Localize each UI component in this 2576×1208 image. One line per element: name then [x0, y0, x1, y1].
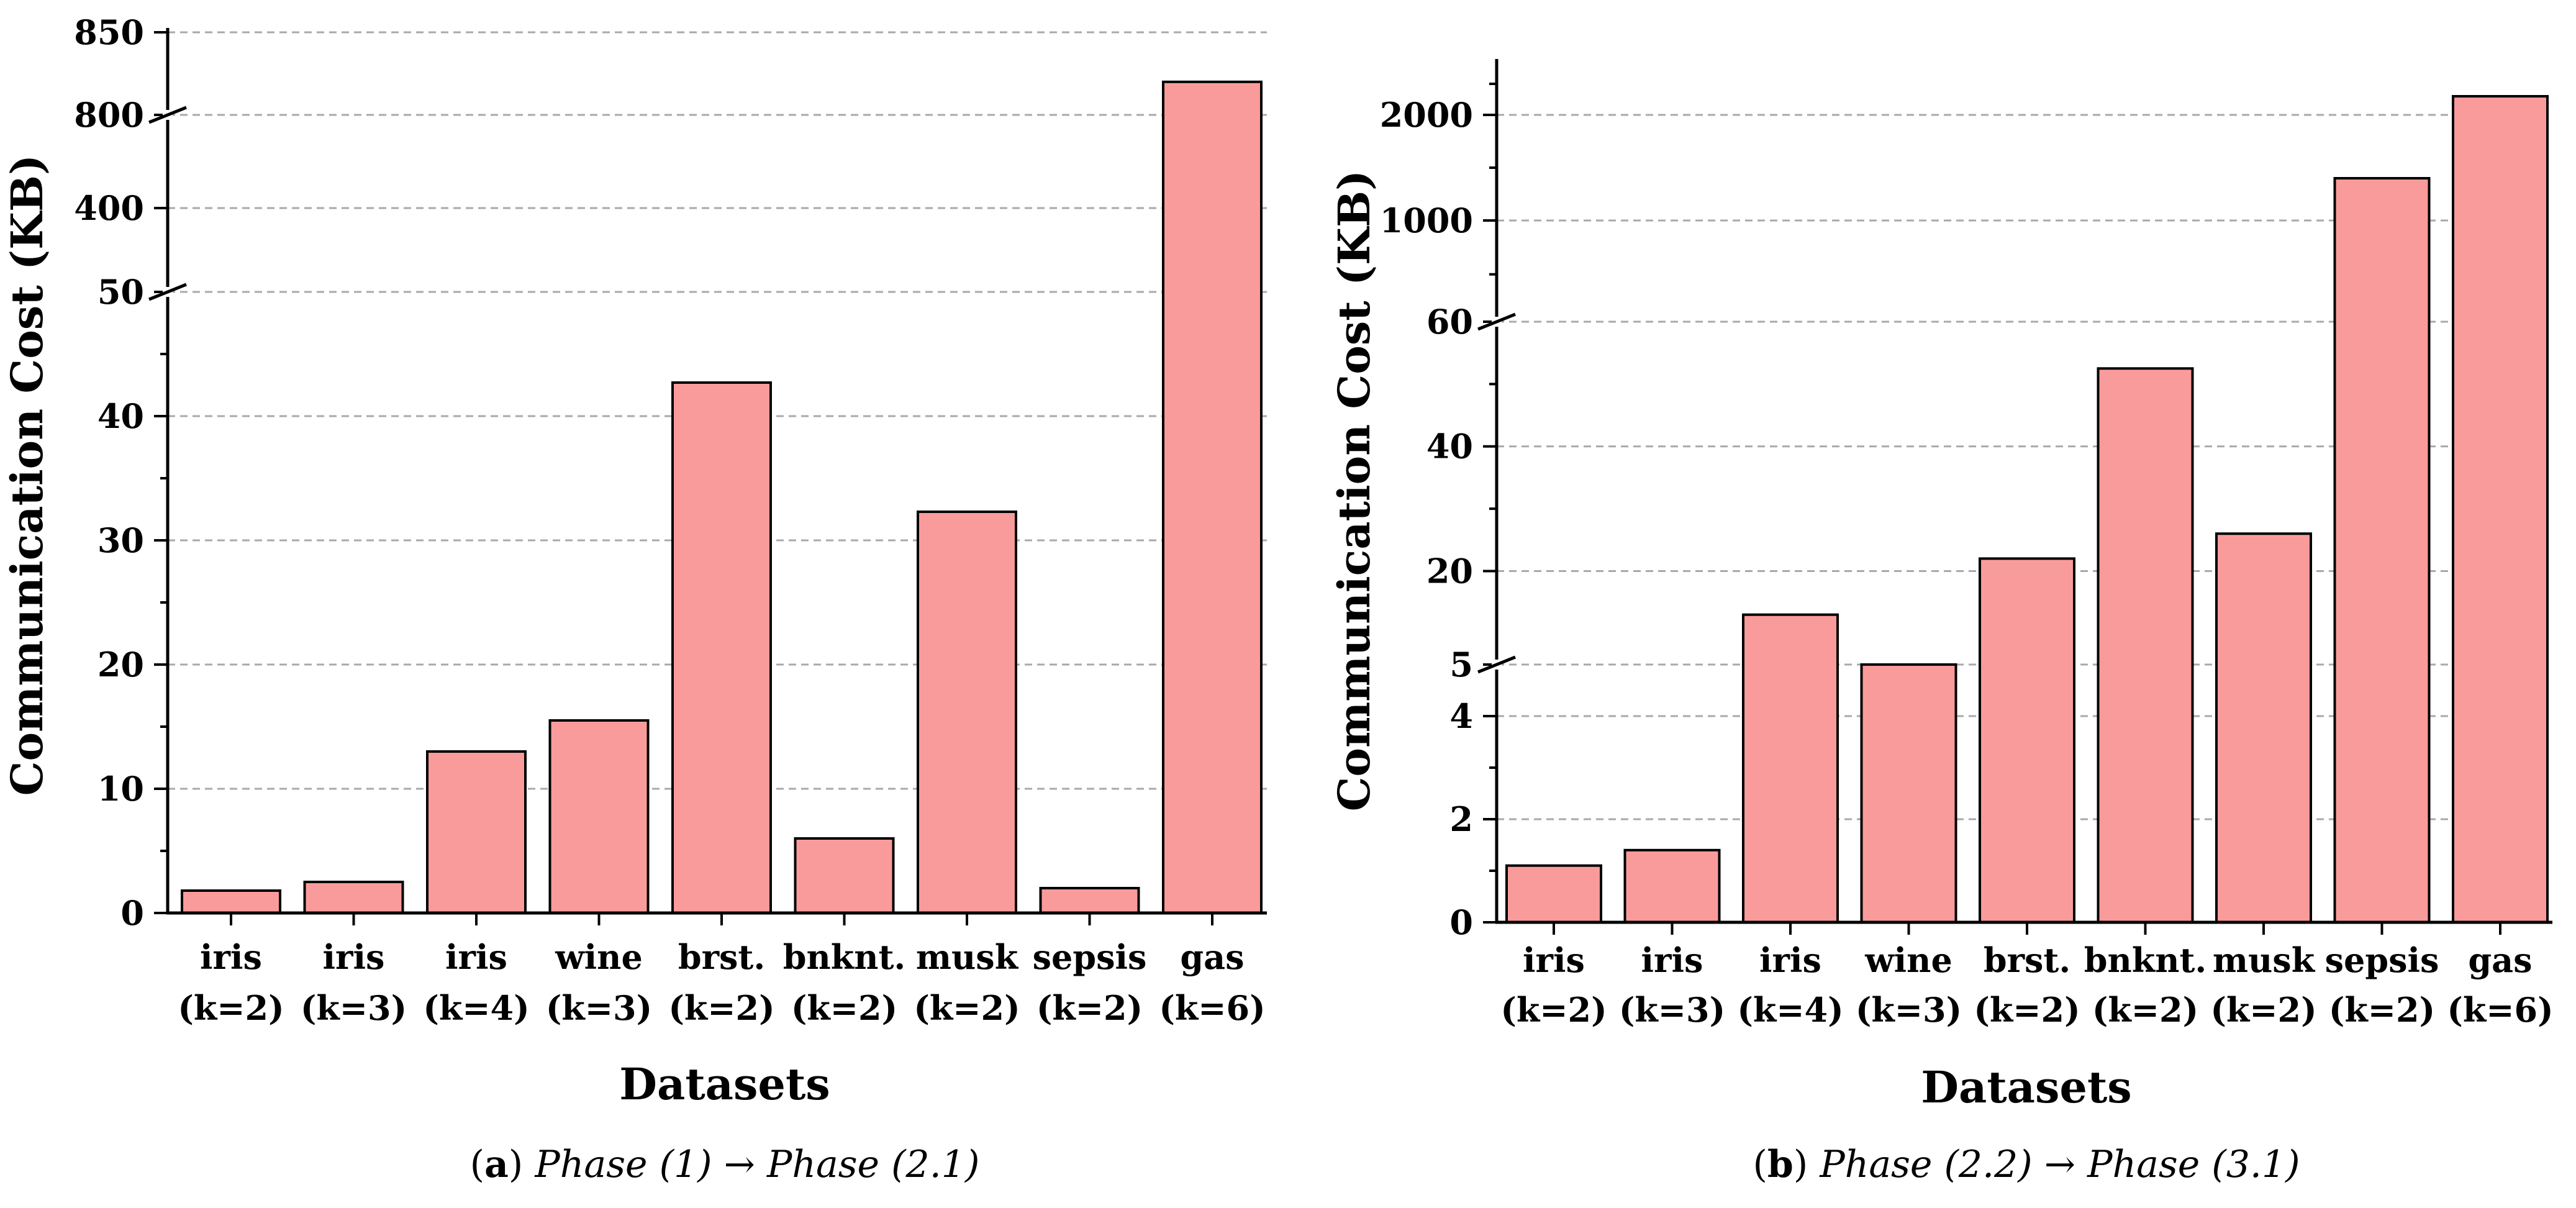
- x-tick-label-k: (k=2): [2092, 990, 2198, 1030]
- x-tick-label-name: wine: [1864, 940, 1952, 980]
- x-tick-label-name: bnknt.: [2084, 940, 2206, 980]
- bar-iris-1: [303, 881, 404, 914]
- x-tick-label-name: iris: [1759, 940, 1821, 980]
- x-axis-title: Datasets: [619, 1058, 830, 1110]
- bar-brst-4: [1979, 557, 2075, 924]
- y-tick-label: 40: [1426, 427, 1473, 466]
- x-tick-label-k: (k=2): [2329, 990, 2435, 1030]
- x-tick-label-k: (k=2): [1974, 990, 2080, 1030]
- axis-break-mark: [148, 283, 187, 301]
- bar-iris-2: [1742, 613, 1839, 924]
- x-tick-label-k: (k=2): [668, 988, 774, 1028]
- bar-gas-8: [1162, 80, 1263, 914]
- x-tick-label-k: (k=4): [423, 988, 529, 1028]
- x-tick-label-k: (k=4): [1737, 990, 1843, 1030]
- y-tick-label: 4: [1449, 696, 1473, 736]
- x-tick-label-k: (k=2): [1500, 990, 1607, 1030]
- x-tick-label-name: musk: [2213, 940, 2316, 980]
- x-tick-label-k: (k=2): [178, 988, 284, 1028]
- bar-iris-2: [426, 750, 527, 914]
- bar-sepsis-7: [2333, 177, 2431, 924]
- x-tick-label-name: wine: [555, 937, 643, 977]
- y-tick-label: 20: [1426, 551, 1473, 591]
- chart-panel-a: 0 10 20 30 40 50 400 800 850 iris (k=2) iris (k=3) ir…: [1, 12, 1267, 1186]
- x-tick-label-k: (k=6): [1159, 988, 1265, 1028]
- x-tick-label-name: brst.: [678, 937, 765, 977]
- x-tick-label-k: (k=3): [1619, 990, 1725, 1030]
- x-tick-label-name: iris: [1641, 940, 1703, 980]
- x-tick-label-name: brst.: [1984, 940, 2070, 980]
- bar-bnknt-5: [2097, 367, 2194, 924]
- x-tick-label-k: (k=2): [914, 988, 1020, 1028]
- y-tick-label: 400: [74, 188, 144, 228]
- x-tick-label-k: (k=3): [301, 988, 407, 1028]
- panel-caption: (b) Phase (2.2) → Phase (3.1): [1753, 1143, 2300, 1186]
- caption-arrow: →: [2033, 1143, 2087, 1186]
- x-tick-label-k: (k=2): [2210, 990, 2316, 1030]
- y-axis-title: Communication Cost (KB): [1328, 170, 1380, 812]
- y-tick-label: 1000: [1380, 201, 1473, 240]
- y-tick-label: 10: [98, 769, 144, 809]
- axis-break-mark: [148, 106, 187, 124]
- bar-gas-8: [2452, 95, 2549, 924]
- y-tick-label: 60: [1426, 302, 1473, 342]
- y-tick-label: 0: [1449, 902, 1473, 942]
- bar-iris-0: [1505, 864, 1602, 924]
- x-tick-label-name: sepsis: [1033, 937, 1147, 977]
- axis-break-mark: [1477, 312, 1516, 331]
- x-tick-label-name: gas: [2468, 940, 2532, 980]
- y-tick-label: 20: [98, 645, 144, 684]
- panel-caption: (a) Phase (1) → Phase (2.1): [470, 1143, 980, 1186]
- panel-letter: b: [1767, 1143, 1794, 1186]
- x-axis-title: Datasets: [1921, 1061, 2131, 1113]
- x-tick-label-name: bnknt.: [783, 937, 905, 977]
- y-tick-label: 2000: [1380, 95, 1473, 135]
- x-tick-label-k: (k=3): [1856, 990, 1962, 1030]
- y-tick-label: 2: [1449, 799, 1473, 839]
- bar-sepsis-7: [1039, 887, 1140, 914]
- bar-brst-4: [671, 381, 772, 914]
- x-tick-label-k: (k=2): [1036, 988, 1143, 1028]
- x-tick-label-k: (k=6): [2447, 990, 2553, 1030]
- x-tick-label-name: sepsis: [2325, 940, 2439, 980]
- caption-arrow: →: [712, 1143, 767, 1186]
- y-axis-title: Communication Cost (KB): [1, 155, 53, 796]
- bar-iris-0: [181, 889, 281, 914]
- bar-wine-3: [548, 719, 650, 914]
- x-tick-label-name: musk: [916, 937, 1019, 977]
- y-tick-label: 50: [98, 272, 144, 312]
- y-tick-label: 850: [74, 12, 144, 52]
- bar-wine-3: [1860, 663, 1957, 924]
- caption-from: Phase (1): [534, 1143, 712, 1186]
- y-tick-label: 30: [98, 520, 144, 560]
- bar-musk-6: [917, 511, 1017, 914]
- x-tick-label-name: iris: [200, 937, 262, 977]
- x-tick-label-k: (k=2): [791, 988, 897, 1028]
- y-tick-label: 800: [74, 95, 144, 135]
- y-tick-label: 5: [1449, 645, 1473, 684]
- caption-to: Phase (3.1): [2087, 1143, 2300, 1186]
- axis-break-mark: [1477, 655, 1516, 674]
- bar-iris-1: [1623, 848, 1721, 924]
- x-tick-label-name: iris: [445, 937, 507, 977]
- x-tick-label-name: iris: [1523, 940, 1585, 980]
- x-tick-label-name: iris: [323, 937, 385, 977]
- panel-letter: a: [484, 1143, 509, 1186]
- bar-bnknt-5: [794, 837, 895, 914]
- x-tick-label-name: gas: [1180, 937, 1244, 977]
- caption-from: Phase (2.2): [1819, 1143, 2032, 1186]
- y-tick-label: 0: [120, 893, 144, 933]
- bar-musk-6: [2215, 532, 2312, 924]
- caption-to: Phase (2.1): [766, 1143, 979, 1186]
- y-tick-label: 40: [98, 396, 144, 436]
- x-tick-label-k: (k=3): [546, 988, 652, 1028]
- chart-panel-b: 0 2 4 5 20 40 60 1000 2000 iris (k=2) iris (k=3) iris…: [1328, 59, 2554, 1186]
